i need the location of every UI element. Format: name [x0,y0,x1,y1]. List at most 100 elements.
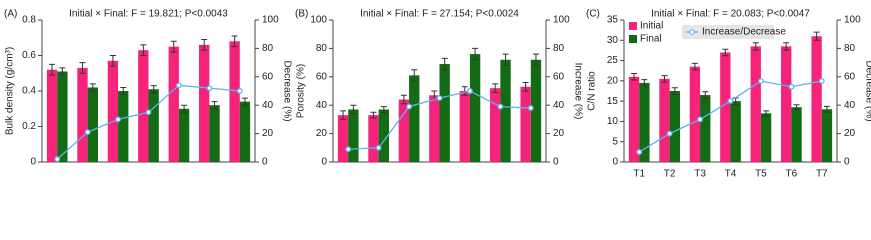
y2-tick-label: 20 [844,128,856,139]
bar [530,59,542,163]
y-tick-label: 0.8 [22,15,36,26]
x-tick-label: T5 [755,169,767,180]
y2-tick-label: 40 [844,100,856,111]
y2-axis-label: Decrease (%) [281,60,292,121]
error-bar [109,55,116,67]
line-point [788,83,795,90]
error-bar [201,39,208,51]
annotation: Initial × Final: F = 20.083; P<0.0047 [651,9,810,20]
bar [46,69,58,162]
error-bar [472,47,479,61]
error-bar [631,73,638,81]
error-bar [691,62,698,71]
error-bar [702,91,709,99]
y-tick-label: 25 [607,55,619,66]
bar [821,109,833,162]
error-bar [813,31,820,41]
line-point [345,146,352,153]
line-point [497,103,504,110]
y2-tick-label: 20 [553,128,565,139]
error-bar [370,111,377,119]
bar [439,64,450,162]
error-bar [461,86,468,96]
error-bar [120,86,127,96]
error-bar [380,106,387,113]
x-tick-label: T4 [725,169,737,180]
bar [490,88,501,162]
bar [87,87,98,162]
bar [500,59,511,163]
bar [337,115,349,162]
y-tick-label: 0.4 [22,86,36,97]
line-point [818,78,825,85]
error-bar [150,85,157,94]
bar [760,113,772,162]
error-bar [783,42,790,51]
bar [469,54,481,162]
bar [107,60,119,163]
y-tick-label: 0 [321,157,327,168]
bar [138,50,149,162]
y2-tick-label: 40 [553,100,565,111]
line-point [175,82,182,89]
bar [229,41,240,162]
bar [669,91,680,162]
y2-axis-label: Decrease (%) [863,60,871,121]
y-tick-label: 5 [612,136,618,147]
bar [57,71,68,162]
error-bar [350,104,357,115]
y2-tick-label: 40 [262,100,274,111]
bar [409,75,420,162]
line-point [527,105,534,111]
error-bar [823,105,830,113]
bar [520,86,531,162]
legend-label: Final [640,34,662,45]
bar [791,107,802,162]
bar [209,105,220,162]
y2-tick-label: 20 [262,128,274,139]
figure: (A) Initial × Final: F = 19.821; P<0.0043… [4,9,871,180]
line-point [636,149,643,156]
y-tick-label: 80 [316,43,328,54]
panel: (C) Initial × Final: F = 20.083; P<0.0047… [586,9,871,180]
error-bar [793,104,800,111]
y2-tick-label: 100 [262,15,279,26]
y-tick-label: 20 [316,128,328,139]
error-bar [763,110,770,117]
y-tick-label: 100 [310,15,327,26]
panel-label: (A) [4,9,17,20]
error-bar [532,53,539,66]
bar [148,89,159,162]
x-tick-label: T1 [633,169,645,180]
line-point [697,116,704,123]
bar [659,78,670,162]
error-bar [181,104,188,113]
bar [700,95,711,162]
error-bar [49,63,56,76]
bar [628,76,640,162]
error-bar [59,67,66,76]
error-bar [722,48,729,57]
bar [689,66,701,162]
y2-tick-label: 0 [553,157,559,168]
bar [730,101,741,162]
bar [178,108,190,162]
bar [811,36,822,162]
x-tick-label: T2 [664,169,676,180]
y-axis-label: C/N ratio [587,71,598,111]
error-bar [211,101,218,110]
bar [398,99,410,162]
error-bar [340,110,347,120]
y2-tick-label: 100 [553,15,570,26]
bar [639,82,650,162]
bar [168,46,179,162]
line-point [115,116,122,123]
x-tick-label: T6 [786,169,798,180]
y-tick-label: 10 [607,116,619,127]
line-point [206,85,213,92]
error-bar [661,75,668,83]
annotation: Initial × Final: F = 19.821; P<0.0043 [69,9,228,20]
error-bar [79,62,86,74]
y-tick-label: 35 [607,15,619,26]
panel: (B) Initial × Final: F = 27.154; P<0.0024… [295,9,583,168]
